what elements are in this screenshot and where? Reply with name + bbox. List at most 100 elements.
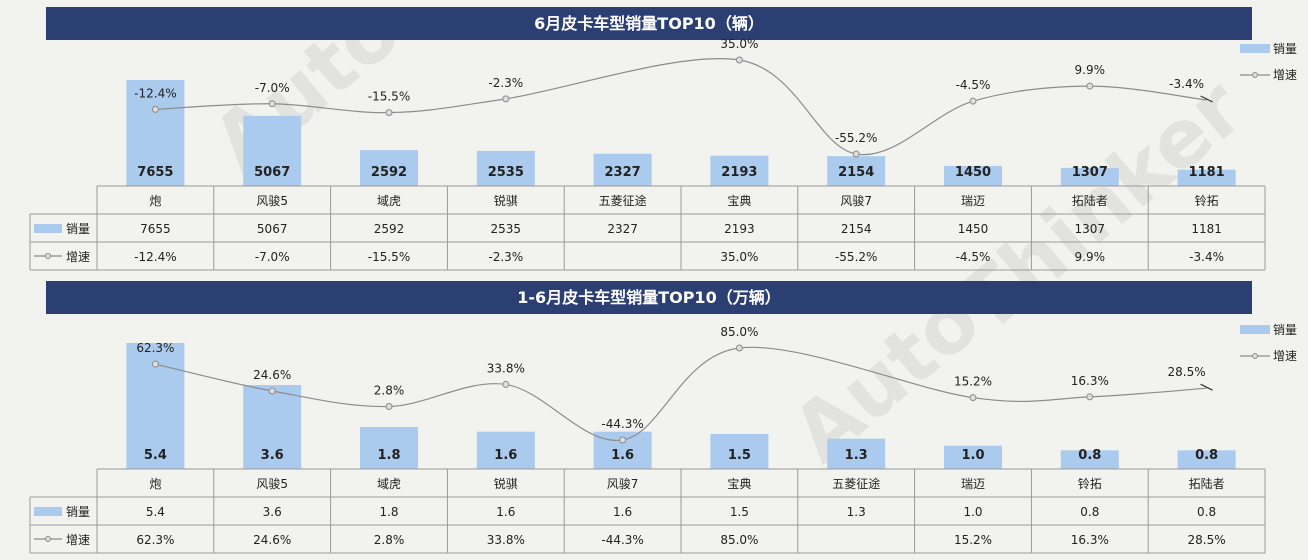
growth-data-label: 85.0% (720, 325, 758, 339)
growth-point (151, 360, 159, 368)
growth-point (619, 436, 627, 444)
table-cell-growth: -7.0% (255, 250, 290, 264)
category-label: 炮 (149, 477, 161, 491)
category-label: 五菱征途 (832, 476, 880, 491)
legend-label-sales: 销量 (1273, 42, 1297, 56)
table-cell-growth: 24.6% (253, 533, 291, 547)
legend-marker-growth (1252, 353, 1258, 359)
bar-value-label: 0.8 (1078, 448, 1101, 463)
growth-line (155, 58, 1207, 156)
table-cell-sales: 1.6 (496, 505, 515, 519)
growth-data-label: 16.3% (1071, 374, 1109, 388)
growth-point (969, 394, 977, 402)
table-row-header-growth: 增速 (66, 533, 90, 547)
table-cell-sales: 1.8 (379, 505, 398, 519)
bar-value-label: 1.6 (611, 448, 634, 463)
category-label: 域虎 (377, 477, 401, 491)
growth-point (385, 109, 393, 117)
bar-value-label: 1450 (955, 165, 991, 180)
legend-swatch-sales (1240, 44, 1270, 53)
chart-panel-ytd: 1-6月皮卡车型销量TOP10（万辆） 5.4 3.6 1.8 1.6 1.6 1.5 1.… (0, 280, 1308, 560)
category-label: 宝典 (727, 477, 751, 491)
category-label: 瑞迈 (961, 194, 985, 208)
bar (710, 155, 769, 186)
legend-marker-growth (1252, 72, 1258, 78)
category-label: 五菱征途 (599, 193, 647, 208)
bar-value-label: 2327 (605, 165, 641, 180)
table-cell-growth: 9.9% (1075, 250, 1106, 264)
growth-data-label: 33.8% (487, 361, 525, 375)
table-cell-sales: 2154 (841, 222, 872, 236)
table-row-header-sales: 销量 (66, 222, 90, 236)
table-cell-growth: -12.4% (134, 250, 176, 264)
table-cell-growth: 35.0% (720, 250, 758, 264)
growth-point (151, 105, 159, 113)
category-label: 风骏5 (256, 194, 288, 208)
growth-data-label: 28.5% (1168, 365, 1206, 379)
table-cell-growth: 16.3% (1071, 533, 1109, 547)
table-cell-sales: 0.8 (1080, 505, 1099, 519)
table-cell-sales: 5.4 (146, 505, 165, 519)
bar (243, 115, 302, 186)
table-cell-growth: -15.5% (368, 250, 410, 264)
bar (1177, 169, 1236, 186)
bar (476, 431, 535, 469)
growth-data-label: 24.6% (253, 368, 291, 382)
growth-point (268, 100, 276, 108)
growth-line (155, 346, 1207, 441)
table-cell-growth: 85.0% (720, 533, 758, 547)
table-cell-sales: 1181 (1191, 222, 1222, 236)
category-label: 锐骐 (494, 477, 518, 491)
bar-value-label: 1.8 (377, 448, 400, 463)
table-cell-growth: -44.3% (601, 533, 643, 547)
bar (827, 156, 886, 186)
category-label: 风骏7 (607, 477, 639, 491)
growth-data-label: -3.4% (1169, 77, 1204, 91)
table-cell-growth: -55.2% (835, 250, 877, 264)
category-label: 风骏5 (256, 477, 288, 491)
table-cell-sales: 1.3 (847, 505, 866, 519)
bar (593, 153, 652, 186)
growth-data-label: 35.0% (720, 37, 758, 51)
growth-data-label: -55.2% (835, 131, 877, 145)
bar (1177, 450, 1236, 469)
bar (1060, 450, 1119, 469)
category-label: 铃拓 (1078, 476, 1102, 491)
growth-data-label: -44.3% (601, 417, 643, 431)
table-cell-growth: 28.5% (1188, 533, 1226, 547)
table-cell-growth: -2.3% (488, 250, 523, 264)
category-label: 域虎 (377, 194, 401, 208)
category-label: 铃拓 (1195, 193, 1219, 208)
bar-value-label: 1.3 (845, 448, 868, 463)
growth-point (969, 97, 977, 105)
bar (126, 80, 185, 186)
bar-value-label: 1181 (1189, 165, 1225, 180)
growth-data-label: -4.5% (956, 78, 991, 92)
chart-ytd-svg: 5.4 3.6 1.8 1.6 1.6 1.5 1.3 1.0 0.8 0.8 62.3% 24.6%… (29, 323, 1297, 554)
line-end-tick (1200, 383, 1213, 391)
bar-value-label: 2154 (838, 165, 874, 180)
growth-point (502, 380, 510, 388)
bar-value-label: 1.6 (494, 448, 517, 463)
bar-value-label: 2193 (721, 165, 757, 180)
category-label: 锐骐 (494, 194, 518, 208)
table-cell-sales: 2592 (374, 222, 405, 236)
bar (944, 445, 1002, 469)
category-label: 拓陆者 (1189, 476, 1225, 491)
legend-label-sales: 销量 (1273, 323, 1297, 337)
category-label: 瑞迈 (961, 477, 985, 491)
growth-point (852, 150, 860, 158)
growth-data-label: -12.4% (134, 86, 176, 100)
growth-point (1086, 393, 1094, 401)
table-cell-sales: 0.8 (1197, 505, 1216, 519)
table-cell-growth: 15.2% (954, 533, 992, 547)
bar (944, 165, 1002, 186)
bar-value-label: 2592 (371, 165, 407, 180)
table-legend-marker-growth (45, 253, 51, 259)
category-label: 风骏7 (840, 194, 872, 208)
growth-point (735, 56, 743, 64)
table-cell-growth: -4.5% (956, 250, 991, 264)
table-cell-growth: 33.8% (487, 533, 525, 547)
chart-panel-monthly: 6月皮卡车型销量TOP10（辆） 7655 5067 2592 2535 2327 219… (29, 7, 1297, 271)
growth-point (502, 95, 510, 103)
